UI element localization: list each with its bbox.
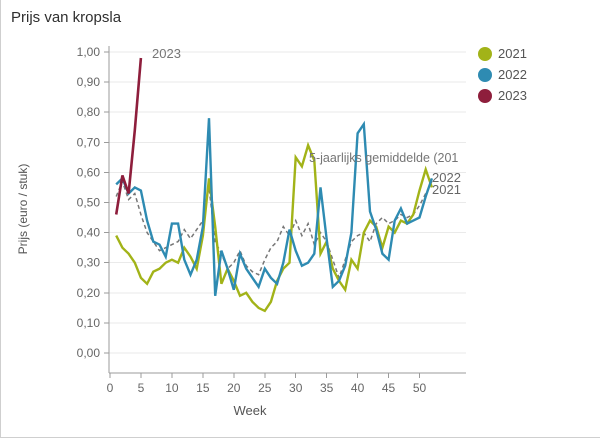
x-tick-label: 45 [382, 381, 396, 395]
annotation-2023-peak: 2023 [152, 46, 181, 61]
x-tick-label: 30 [289, 381, 303, 395]
y-tick-label: 0,00 [77, 346, 101, 360]
x-tick-label: 5 [138, 381, 145, 395]
y-tick-label: 0,10 [77, 316, 101, 330]
legend-swatch-2021-icon [478, 46, 492, 61]
line-end-label-2021: 2021 [432, 182, 461, 197]
legend-item-2022[interactable]: 2022 [478, 67, 527, 82]
annotation-5yr-average: 5-jaarlijks gemiddelde (201 [309, 151, 459, 165]
series-line-2021 [115, 141, 434, 313]
y-tick-label: 0,80 [77, 105, 101, 119]
y-tick-label: 0,60 [77, 165, 101, 179]
x-tick-label: 40 [351, 381, 365, 395]
y-tick-label: 0,30 [77, 256, 101, 270]
y-tick-label: 1,00 [77, 45, 101, 59]
series-line-2022 [115, 118, 434, 296]
series-line-5-jaarlijks-gemiddelde [115, 179, 433, 281]
y-tick-label: 0,40 [77, 226, 101, 240]
x-tick-label: 0 [107, 381, 114, 395]
legend-label-2022: 2022 [498, 67, 527, 82]
x-tick-label: 15 [196, 381, 210, 395]
x-tick-label: 20 [227, 381, 241, 395]
legend-swatch-2022-icon [478, 67, 492, 82]
line-end-label-2022: 2022 [432, 170, 461, 185]
y-tick-label: 0,50 [77, 196, 101, 210]
x-tick-label: 10 [165, 381, 179, 395]
legend-swatch-2023-icon [478, 88, 492, 103]
legend-label-2023: 2023 [498, 88, 527, 103]
page-title: Prijs van kropsla [11, 9, 122, 26]
chart-legend: 2021 2022 2023 [478, 46, 527, 109]
legend-label-2021: 2021 [498, 46, 527, 61]
y-tick-label: 0,90 [77, 75, 101, 89]
x-axis-title: Week [233, 403, 267, 418]
y-tick-label: 0,70 [77, 135, 101, 149]
y-tick-label: 0,20 [77, 286, 101, 300]
legend-item-2023[interactable]: 2023 [478, 88, 527, 103]
x-tick-label: 25 [258, 381, 272, 395]
legend-item-2021[interactable]: 2021 [478, 46, 527, 61]
x-tick-label: 50 [413, 381, 427, 395]
series-line-2023 [114, 57, 143, 215]
y-axis-title: Prijs (euro / stuk) [16, 163, 30, 255]
x-tick-label: 35 [320, 381, 334, 395]
